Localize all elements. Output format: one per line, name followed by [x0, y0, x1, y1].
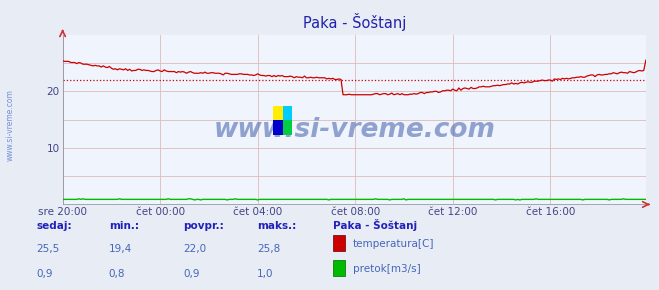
Text: 0,9: 0,9 — [36, 269, 53, 279]
Text: Paka - Šoštanj: Paka - Šoštanj — [333, 219, 417, 231]
Title: Paka - Šoštanj: Paka - Šoštanj — [302, 13, 406, 31]
Text: www.si-vreme.com: www.si-vreme.com — [214, 117, 495, 143]
Text: www.si-vreme.com: www.si-vreme.com — [5, 89, 14, 161]
Bar — [273, 120, 283, 135]
Text: 0,8: 0,8 — [109, 269, 125, 279]
Bar — [283, 120, 292, 135]
Text: maks.:: maks.: — [257, 221, 297, 231]
Text: 1,0: 1,0 — [257, 269, 273, 279]
Text: temperatura[C]: temperatura[C] — [353, 239, 434, 249]
Text: 22,0: 22,0 — [183, 244, 206, 254]
Text: povpr.:: povpr.: — [183, 221, 224, 231]
Text: 0,9: 0,9 — [183, 269, 200, 279]
Text: 25,8: 25,8 — [257, 244, 280, 254]
Bar — [273, 106, 283, 120]
Text: min.:: min.: — [109, 221, 139, 231]
Text: sedaj:: sedaj: — [36, 221, 72, 231]
Text: 19,4: 19,4 — [109, 244, 132, 254]
Bar — [283, 106, 292, 120]
Text: pretok[m3/s]: pretok[m3/s] — [353, 264, 420, 274]
Text: 25,5: 25,5 — [36, 244, 59, 254]
